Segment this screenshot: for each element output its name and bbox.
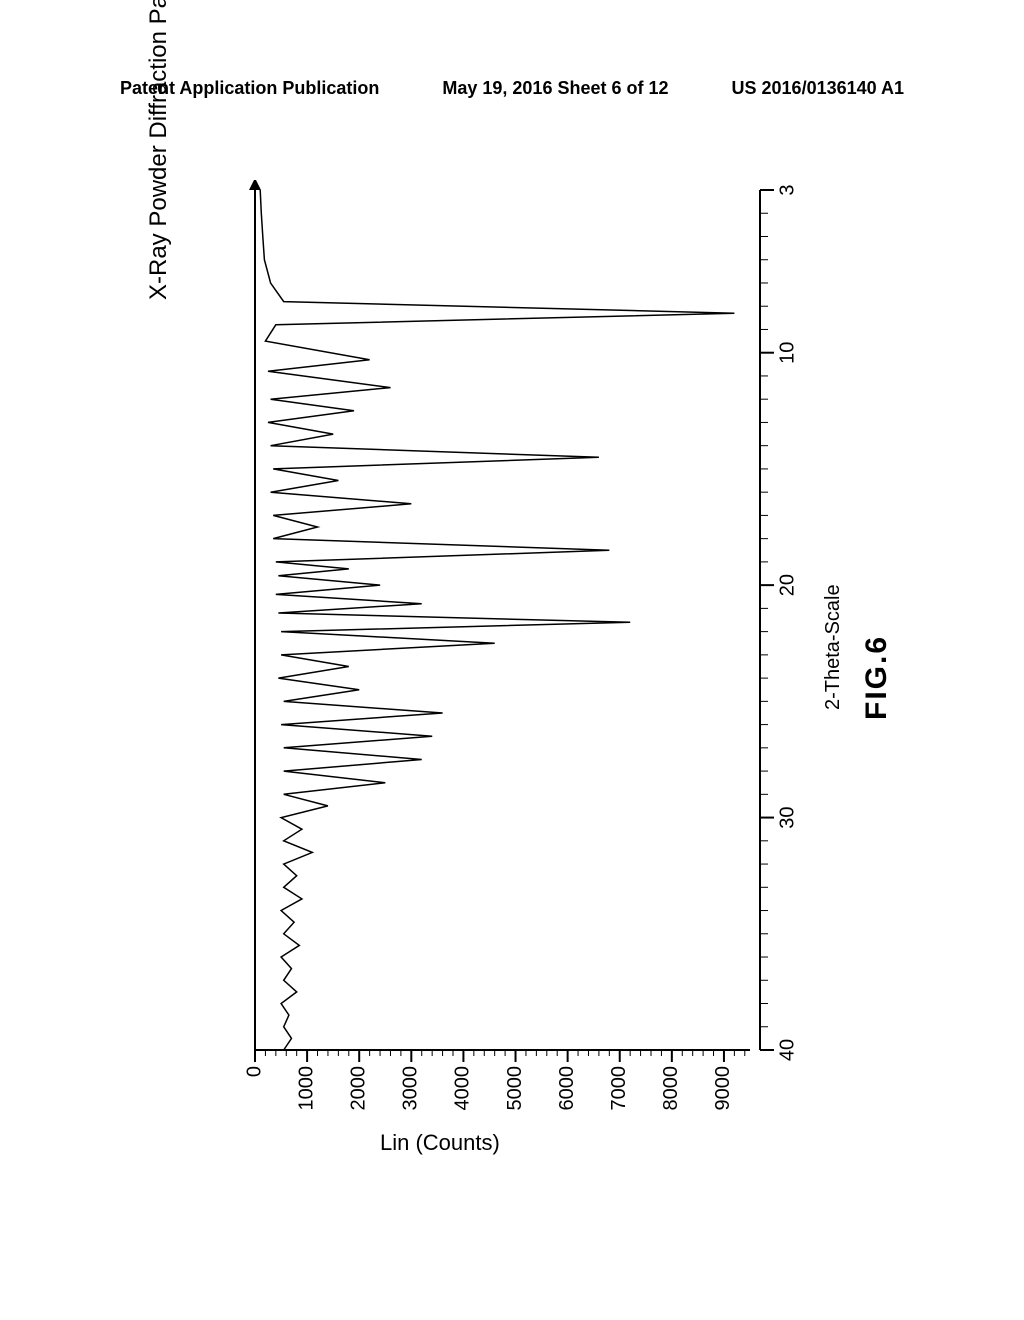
x-axis-label: 2-Theta-Scale [822, 584, 845, 710]
svg-text:7000: 7000 [608, 1066, 630, 1111]
xrpd-chart: 3 10 20 30 40 0 1000 2000 3000 4000 5000 6000 7000 80… [190, 180, 850, 1155]
svg-text:3000: 3000 [400, 1066, 422, 1111]
svg-text:5000: 5000 [504, 1066, 526, 1111]
svg-text:4000: 4000 [452, 1066, 474, 1111]
chart-svg: 3 10 20 30 40 0 1000 2000 3000 4000 5000 6000 7000 80… [190, 180, 850, 1150]
figure-label: FIG.6 [860, 635, 894, 720]
svg-text:20: 20 [777, 574, 799, 596]
header-center: May 19, 2016 Sheet 6 of 12 [442, 78, 668, 99]
svg-text:40: 40 [777, 1039, 799, 1061]
svg-text:3: 3 [777, 184, 799, 195]
chart-title: X-Ray Powder Diffraction Pattern Example… [145, 0, 173, 300]
svg-text:6000: 6000 [556, 1066, 578, 1111]
header-right: US 2016/0136140 A1 [732, 78, 904, 99]
patent-page: Patent Application Publication May 19, 2… [0, 0, 1024, 1320]
svg-text:10: 10 [777, 342, 799, 364]
svg-text:8000: 8000 [660, 1066, 682, 1111]
svg-text:0: 0 [243, 1066, 265, 1077]
y-axis-label: Lin (Counts) [380, 1130, 500, 1156]
svg-text:2000: 2000 [347, 1066, 369, 1111]
svg-text:1000: 1000 [295, 1066, 317, 1111]
svg-text:9000: 9000 [712, 1066, 734, 1111]
svg-text:30: 30 [777, 806, 799, 828]
